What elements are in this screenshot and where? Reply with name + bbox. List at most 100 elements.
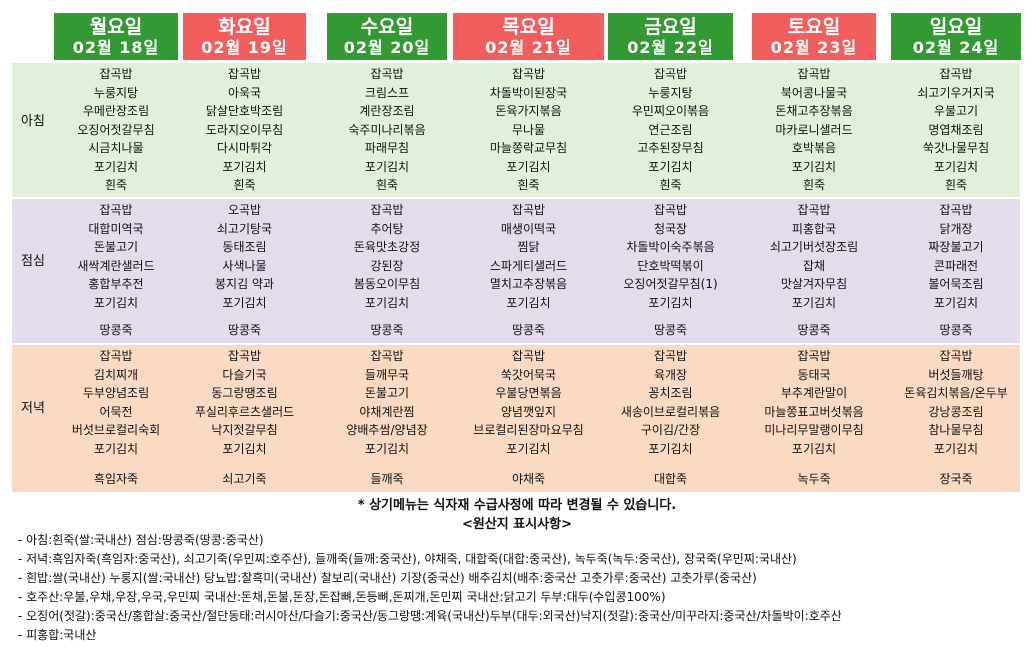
lunch-cell-6: 잡곡밥 닭개장 짜장불고기 콘파래전 볼어묵조림 포기김치 땅콩죽 [891,201,1021,339]
lunch-cell-0: 잡곡밥 대합미역국 돈불고기 새싹계란샐러드 홍합부추전 포기김치 땅콩죽 [54,201,178,339]
day-header-6: 일요일 02월 24일 [891,13,1021,60]
day-name: 월요일 [89,15,143,38]
menu-item: 크림스프 [364,85,410,100]
menu-item: 북어콩나물국 [780,85,848,100]
day-name: 화요일 [218,15,271,38]
breakfast-cell-6: 잡곡밥 쇠고기우거지국 우불고기 명엽채조림 쑥갓나물무침 포기김치 흰죽 [891,65,1021,193]
origin-title: <원산지 표시사항> [461,517,573,532]
porridge-item: 장국죽 [939,472,973,486]
menu-item: 쇠고기탕국 [216,221,273,236]
menu-item: 포기김치 [933,295,979,310]
menu-item: 포기김치 [648,295,693,310]
menu-item: 어묵전 [99,404,133,419]
menu-item: 버섯들깨탕 [928,367,984,382]
menu-item: 오곡밥 [227,203,262,217]
menu-item: 우메란장조림 [82,104,150,118]
porridge-item: 대합죽 [653,472,688,486]
lunch-cell-3: 잡곡밥 매생이떡국 찜닭 스파게티샐러드 멸치고추장볶음 포기김치 땅콩죽 [453,201,604,339]
lunch-cell-5: 잡곡밥 피홍합국 쇠고기버섯장조림 잡채 맛살겨자무침 포기김치 땅콩죽 [752,201,876,339]
menu-item: 돈채고추장볶음 [775,104,853,118]
menu-item: 호박볶음 [791,141,837,155]
menu-item: 김치찌개 [93,367,139,382]
menu-item: 추어탕 [370,221,404,236]
menu-item: 홍합부추전 [88,277,144,291]
menu-item: 잡곡밥 [511,203,546,217]
day-header-1: 화요일 02월 19일 [183,13,306,60]
porridge-item: 흰죽 [517,178,540,192]
menu-item: 양념깻잎지 [500,404,557,419]
menu-item: 우불고기 [933,104,979,118]
menu-item: 잡곡밥 [653,67,688,81]
day-header-5: 토요일 02월 23일 [752,13,876,60]
menu-item: 시금치나물 [88,141,144,155]
dinner-label: 저녁 [21,401,45,416]
menu-item: 잡곡밥 [797,349,831,363]
menu-item: 잡곡밥 [370,203,404,217]
breakfast-cell-5: 잡곡밥 북어콩나물국 돈채고추장볶음 마카로니샐러드 호박볶음 포기김치 흰죽 [752,65,876,193]
porridge-item: 땅콩죽 [370,323,404,337]
menu-item: 잡곡밥 [227,349,262,363]
menu-item: 잡곡밥 [99,349,133,363]
menu-item: 돈육김치볶음/온두부 [904,386,1008,400]
menu-item: 포기김치 [791,295,837,310]
menu-item: 사색나물 [222,258,267,273]
menu-item: 잡곡밥 [99,203,133,217]
menu-item: 잡곡밥 [653,349,688,363]
porridge-item: 흰죽 [944,178,968,192]
menu-item: 맛살겨자무침 [780,277,848,291]
menu-item: 낙지젓갈무침 [211,423,278,437]
porridge-item: 흰죽 [233,178,256,192]
menu-item: 차돌박이숙주볶음 [626,240,715,254]
menu-item: 야채계란찜 [359,404,415,419]
menu-item: 우불당면볶음 [495,386,562,400]
lunch-cell-4: 잡곡밥 청국장 차돌박이숙주볶음 단호박떡볶이 오징어젓갈무침(1) 포기김치 땅콩죽 [608,201,733,339]
day-date: 02월 19일 [201,37,288,57]
dinner-cell-2: 잡곡밥 들깨무국 돈불고기 야채계란찜 양배추쌈/양념장 포기김치 들깨죽 [327,347,447,488]
menu-item: 참나물무침 [928,423,984,437]
menu-item: 단호박떡볶이 [637,258,704,273]
menu-item: 꽁치조림 [648,386,693,400]
day-name: 토요일 [787,15,841,38]
menu-item: 멸치고추장볶음 [489,277,568,291]
menu-item: 동태조림 [222,240,267,254]
porridge-item: 땅콩죽 [939,323,973,337]
menu-item: 고추된장무침 [637,141,704,155]
menu-item: 매생이떡국 [500,221,557,236]
origin-list: - 아침:흰죽(쌀:국내산) 점심:땅콩죽(땅콩:중국산) - 저녁:흑임자죽(흑… [18,531,842,645]
menu-item: 포기김치 [93,441,139,456]
menu-item: 버섯브로컬리숙회 [71,423,161,437]
menu-item: 포기김치 [222,441,267,456]
dinner-cell-4: 잡곡밥 육개장 꽁치조림 새송이브로컬리볶음 구이김/간장 포기김치 대합죽 [608,347,733,488]
menu-item: 돈불고기 [93,240,139,254]
menu-item: 포기김치 [364,441,410,456]
menu-item: 포기김치 [364,295,410,310]
menu-item: 볼어묵조림 [928,277,984,291]
menu-item: 오징어젓갈무침(1) [623,277,718,291]
menu-item: 강낭콩조림 [928,404,984,419]
menu-item: 스파게티샐러드 [489,258,568,273]
menu-item: 쇠고기우거지국 [917,85,995,100]
menu-item: 포기김치 [933,159,979,174]
menu-item: 연근조림 [648,122,693,137]
menu-item: 포기김치 [93,295,139,310]
day-header-0: 월요일 02월 18일 [54,13,178,60]
menu-item: 쑥갓나물무침 [922,141,990,155]
menu-item: 구이김/간장 [640,423,701,437]
menu-item: 새송이브로컬리볶음 [620,404,721,419]
menu-item: 짜장불고기 [928,240,984,254]
day-header-3: 목요일 02월 21일 [453,13,604,60]
menu-item: 포기김치 [791,159,837,174]
menu-item: 포기김치 [506,159,551,174]
menu-item: 두부양념조림 [82,386,150,400]
day-name: 금요일 [644,15,697,38]
menu-item: 돈육맛초강정 [353,240,421,254]
menu-item: 포기김치 [506,441,551,456]
menu-item: 잡곡밥 [939,67,973,81]
menu-item: 포기김치 [222,295,267,310]
menu-item: 돈육가지볶음 [495,104,562,118]
menu-item: 피홍합국 [791,221,837,236]
menu-item: 잡곡밥 [797,203,831,217]
day-date: 02월 21일 [485,37,572,57]
menu-item: 잡곡밥 [511,349,546,363]
menu-item: 잡채 [802,258,826,273]
